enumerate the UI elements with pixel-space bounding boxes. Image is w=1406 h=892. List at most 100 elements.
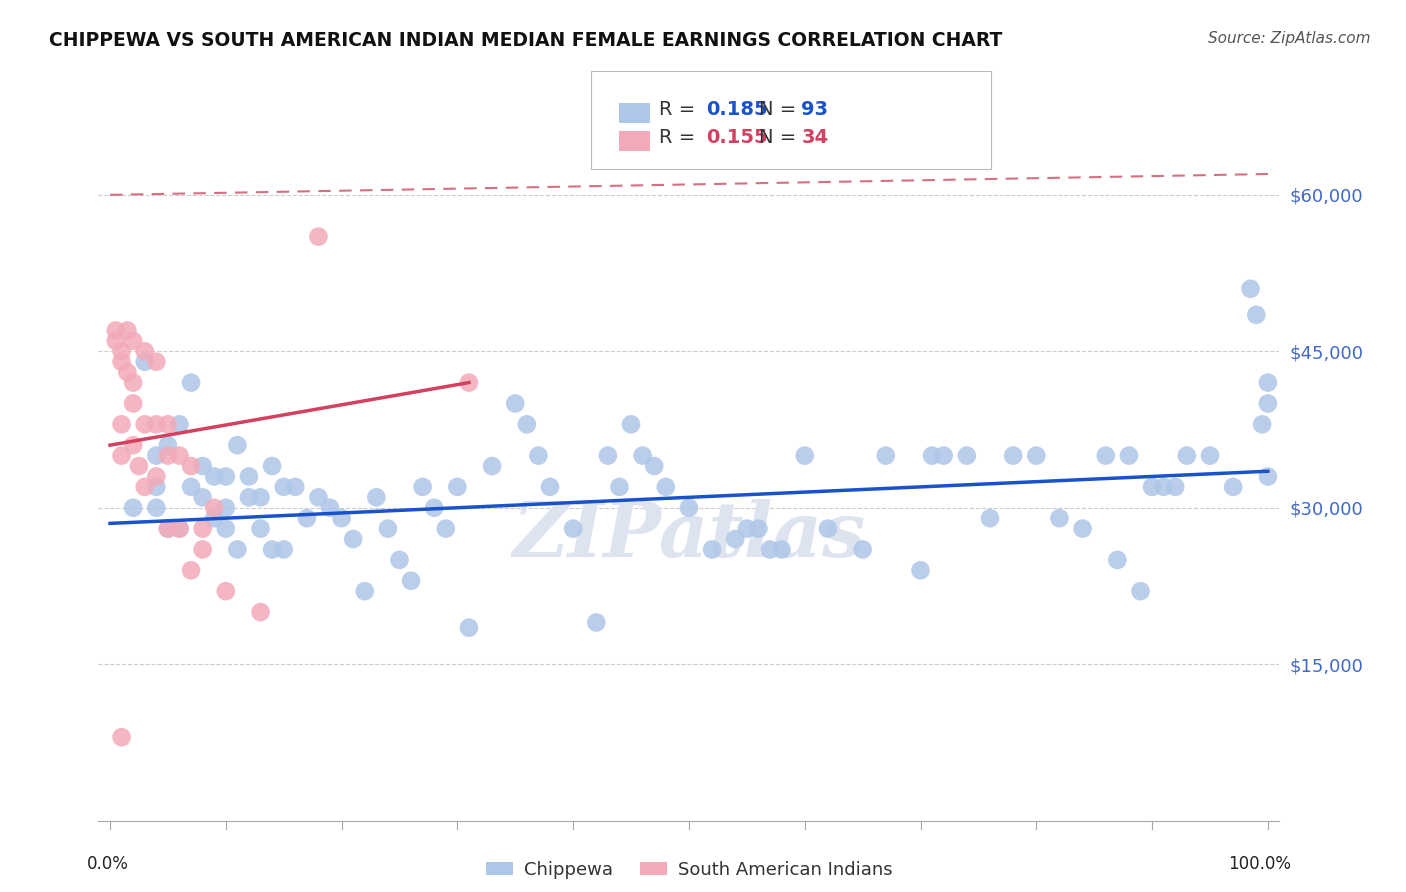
Point <box>643 458 665 473</box>
Point <box>330 511 353 525</box>
Point <box>458 376 481 390</box>
Point <box>910 563 932 577</box>
Point <box>446 480 468 494</box>
Point <box>678 500 700 515</box>
Point <box>122 376 145 390</box>
Point <box>215 522 238 536</box>
Point <box>538 480 561 494</box>
Point <box>596 449 619 463</box>
Point <box>481 458 503 473</box>
Point <box>1257 469 1279 483</box>
Point <box>169 417 191 432</box>
Point <box>180 480 202 494</box>
Point <box>1222 480 1244 494</box>
Point <box>1164 480 1187 494</box>
Point <box>180 458 202 473</box>
Point <box>134 417 156 432</box>
Point <box>1129 584 1152 599</box>
Point <box>434 522 457 536</box>
Point <box>134 355 156 369</box>
Point <box>516 417 538 432</box>
Point <box>1118 449 1140 463</box>
Point <box>122 500 145 515</box>
Point <box>134 480 156 494</box>
Point <box>249 491 271 505</box>
Point <box>1025 449 1047 463</box>
Point <box>238 491 260 505</box>
Point <box>145 355 167 369</box>
Point <box>273 542 295 557</box>
Point <box>156 522 179 536</box>
Point <box>191 458 214 473</box>
Point <box>1199 449 1222 463</box>
Point <box>122 396 145 410</box>
Text: Source: ZipAtlas.com: Source: ZipAtlas.com <box>1208 31 1371 46</box>
Point <box>156 522 179 536</box>
Point <box>503 396 526 410</box>
Point <box>1002 449 1025 463</box>
Point <box>295 511 318 525</box>
Point <box>412 480 434 494</box>
Point <box>458 621 481 635</box>
Point <box>249 605 271 619</box>
Point <box>759 542 782 557</box>
Text: CHIPPEWA VS SOUTH AMERICAN INDIAN MEDIAN FEMALE EARNINGS CORRELATION CHART: CHIPPEWA VS SOUTH AMERICAN INDIAN MEDIAN… <box>49 31 1002 50</box>
Point <box>1175 449 1198 463</box>
Point <box>655 480 678 494</box>
Point <box>1246 308 1268 322</box>
Point <box>724 532 747 546</box>
Text: R =: R = <box>659 100 702 120</box>
Point <box>527 449 550 463</box>
Point <box>1107 553 1129 567</box>
Text: ZIPatlas: ZIPatlas <box>512 499 866 573</box>
Point <box>191 542 214 557</box>
Point <box>793 449 815 463</box>
Point <box>134 344 156 359</box>
Point <box>145 500 167 515</box>
Point <box>110 417 132 432</box>
Point <box>1094 449 1116 463</box>
Point <box>110 730 132 744</box>
Point <box>700 542 723 557</box>
Point <box>875 449 897 463</box>
Point <box>631 449 654 463</box>
Point <box>226 438 249 452</box>
Point <box>169 449 191 463</box>
Point <box>388 553 411 567</box>
Point <box>585 615 607 630</box>
Text: R =: R = <box>659 128 702 147</box>
Point <box>202 511 225 525</box>
Point <box>110 355 132 369</box>
Point <box>262 458 284 473</box>
Point <box>353 584 375 599</box>
Text: 0.0%: 0.0% <box>87 855 128 872</box>
Point <box>1049 511 1071 525</box>
Point <box>932 449 955 463</box>
Point <box>770 542 793 557</box>
Point <box>110 449 132 463</box>
Point <box>342 532 364 546</box>
Point <box>307 229 329 244</box>
Point <box>249 522 271 536</box>
Point <box>180 563 202 577</box>
Text: 34: 34 <box>801 128 828 147</box>
Point <box>191 522 214 536</box>
Point <box>620 417 643 432</box>
Point <box>215 469 238 483</box>
Point <box>104 334 127 348</box>
Point <box>956 449 979 463</box>
Point <box>145 480 167 494</box>
Point <box>319 500 342 515</box>
Point <box>1153 480 1175 494</box>
Point <box>156 417 179 432</box>
Point <box>817 522 839 536</box>
Point <box>1251 417 1274 432</box>
Point <box>1071 522 1094 536</box>
Point <box>169 522 191 536</box>
Point <box>226 542 249 557</box>
Text: 0.185: 0.185 <box>706 100 768 120</box>
Point <box>145 469 167 483</box>
Point <box>262 542 284 557</box>
Point <box>273 480 295 494</box>
Point <box>122 334 145 348</box>
